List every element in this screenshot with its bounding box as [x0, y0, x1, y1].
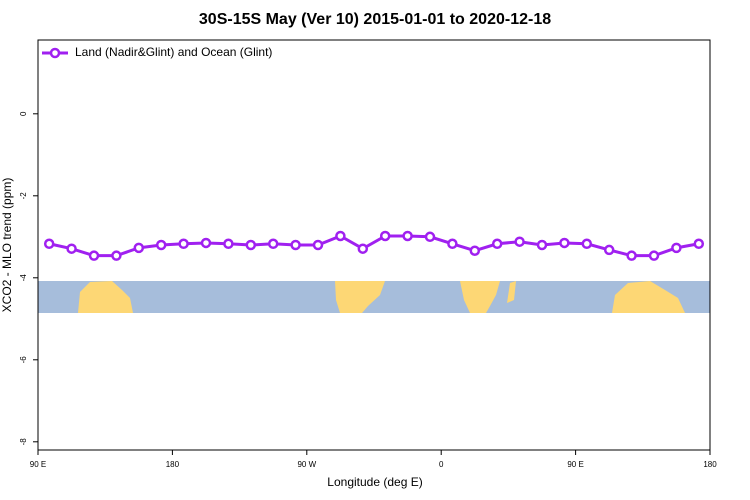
point [491, 238, 503, 250]
map-strip [38, 281, 710, 313]
point [133, 242, 145, 254]
legend-label: Land (Nadir&Glint) and Ocean (Glint) [75, 45, 272, 59]
legend-marker [49, 47, 61, 59]
point [671, 242, 682, 254]
point [312, 239, 324, 251]
x-tick-label: 0 [439, 460, 444, 469]
x-axis-label: Longitude (deg E) [327, 475, 422, 489]
point [603, 244, 615, 256]
point [379, 230, 391, 242]
point [43, 238, 55, 250]
point [66, 243, 77, 254]
y-tick-label: -8 [19, 438, 28, 446]
y-axis-label: XCO2 - MLO trend (ppm) [0, 178, 14, 313]
x-tick-label: 90 E [30, 460, 46, 469]
point [469, 245, 481, 256]
point [648, 250, 660, 261]
y-tick-label: -2 [19, 192, 28, 200]
y-tick-label: -6 [19, 356, 28, 364]
point [402, 230, 413, 242]
point [155, 239, 167, 251]
point [357, 243, 369, 254]
y-tick-label: -4 [19, 274, 28, 282]
point [536, 239, 548, 251]
point [267, 238, 279, 250]
point [447, 238, 458, 250]
chart-title: 30S-15S May (Ver 10) 2015-01-01 to 2020-… [199, 11, 551, 28]
point [200, 237, 212, 249]
point [693, 238, 705, 250]
point [88, 250, 100, 261]
x-tick-label: 90 W [297, 460, 316, 469]
point [559, 237, 570, 249]
point [178, 238, 189, 250]
x-tick-label: 180 [166, 460, 180, 469]
point [514, 236, 525, 247]
legend: Land (Nadir&Glint) and Ocean (Glint) [42, 45, 272, 59]
point [626, 250, 637, 261]
point [111, 250, 122, 261]
point [424, 231, 436, 243]
y-tick-label: 0 [19, 111, 28, 116]
point [290, 239, 301, 251]
point [223, 238, 234, 250]
point [581, 238, 593, 250]
plot-frame [37, 39, 711, 451]
point [245, 239, 257, 251]
point [335, 230, 346, 242]
series-line [48, 234, 700, 258]
x-tick-label: 180 [703, 460, 717, 469]
x-tick-label: 90 E [567, 460, 583, 469]
